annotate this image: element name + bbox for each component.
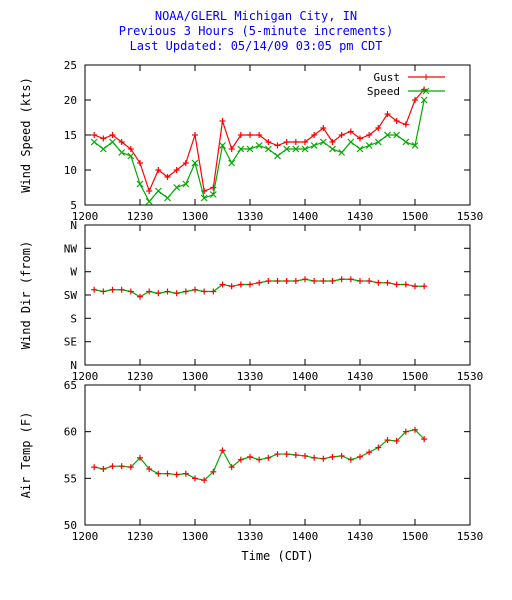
svg-text:1330: 1330 [237, 370, 264, 383]
title-line-1: NOAA/GLERL Michigan City, IN [155, 9, 357, 23]
svg-text:25: 25 [64, 59, 77, 72]
svg-text:1430: 1430 [347, 370, 374, 383]
svg-text:1400: 1400 [292, 210, 319, 223]
svg-text:1300: 1300 [182, 210, 209, 223]
chart-svg: NOAA/GLERL Michigan City, INPrevious 3 H… [0, 0, 512, 600]
svg-text:1430: 1430 [347, 210, 374, 223]
svg-text:1400: 1400 [292, 530, 319, 543]
svg-text:1430: 1430 [347, 530, 374, 543]
svg-text:1500: 1500 [402, 210, 429, 223]
svg-text:Gust: Gust [374, 71, 401, 84]
svg-text:W: W [70, 266, 77, 279]
svg-text:20: 20 [64, 94, 77, 107]
svg-text:S: S [70, 312, 77, 325]
svg-text:Wind Dir (from): Wind Dir (from) [19, 241, 33, 349]
svg-text:1200: 1200 [72, 530, 99, 543]
svg-text:1530: 1530 [457, 530, 484, 543]
chart-container: { "title": { "line1": "NOAA/GLERL Michig… [0, 0, 512, 600]
title-line-3: Last Updated: 05/14/09 03:05 pm CDT [130, 39, 383, 53]
svg-text:Air Temp (F): Air Temp (F) [19, 412, 33, 499]
svg-text:60: 60 [64, 426, 77, 439]
svg-text:1500: 1500 [402, 370, 429, 383]
svg-text:1330: 1330 [237, 530, 264, 543]
svg-text:1530: 1530 [457, 370, 484, 383]
svg-text:1300: 1300 [182, 530, 209, 543]
svg-text:65: 65 [64, 379, 77, 392]
svg-text:1530: 1530 [457, 210, 484, 223]
svg-text:1230: 1230 [127, 530, 154, 543]
svg-text:1300: 1300 [182, 370, 209, 383]
svg-text:SE: SE [64, 336, 77, 349]
svg-text:Speed: Speed [367, 85, 400, 98]
svg-text:N: N [70, 219, 77, 232]
svg-text:10: 10 [64, 164, 77, 177]
svg-text:SW: SW [64, 289, 78, 302]
svg-text:1230: 1230 [127, 370, 154, 383]
svg-text:NW: NW [64, 242, 78, 255]
svg-text:Wind Speed (kts): Wind Speed (kts) [19, 77, 33, 193]
svg-text:1400: 1400 [292, 370, 319, 383]
svg-text:Time (CDT): Time (CDT) [241, 549, 313, 563]
svg-text:15: 15 [64, 129, 77, 142]
svg-text:55: 55 [64, 472, 77, 485]
title-line-2: Previous 3 Hours (5-minute increments) [119, 24, 394, 38]
svg-text:1230: 1230 [127, 210, 154, 223]
svg-text:1330: 1330 [237, 210, 264, 223]
svg-text:1500: 1500 [402, 530, 429, 543]
